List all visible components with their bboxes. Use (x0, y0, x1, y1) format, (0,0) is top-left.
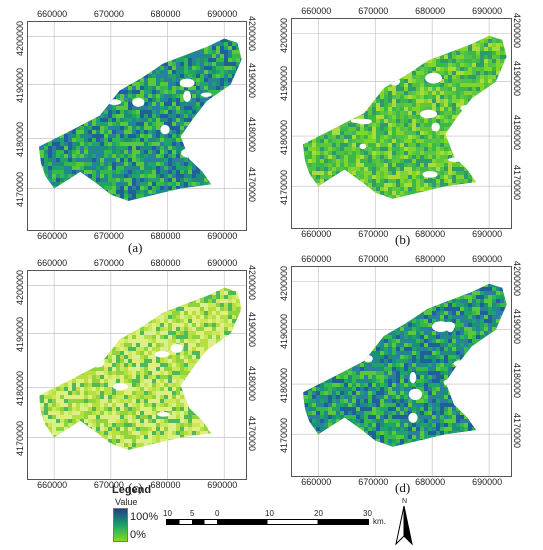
y-tick-label: 4170000 (247, 416, 257, 452)
x-tick-label: 660000 (301, 229, 332, 239)
y-tick-label: 4180000 (247, 366, 257, 402)
x-tick-label: 690000 (472, 477, 503, 487)
raster-cells (38, 287, 242, 450)
y-tick-label: 4190000 (279, 313, 289, 349)
y-tick-label: 4190000 (247, 312, 257, 348)
x-tick-label: 670000 (358, 6, 389, 16)
legend-high-label: 100% (130, 511, 159, 523)
x-tick-label: 690000 (472, 229, 503, 239)
scale-bar-graphic (166, 519, 369, 525)
study-area-map (28, 271, 246, 479)
map-frame (291, 18, 512, 229)
panel-label: (a) (128, 240, 143, 255)
y-tick-label: 4190000 (279, 65, 289, 101)
x-tick-label: 680000 (150, 480, 181, 490)
panel-label: (c) (128, 480, 143, 495)
y-tick-label: 4200000 (247, 15, 257, 51)
legend-color-ramp (113, 508, 128, 542)
scale-label: 0 (215, 509, 220, 518)
x-tick-label: 660000 (37, 480, 68, 490)
x-tick-label: 690000 (472, 6, 503, 16)
y-tick-label: 4190000 (15, 317, 25, 353)
x-tick-label: 670000 (93, 231, 124, 241)
map-frame (27, 270, 247, 480)
y-tick-label: 4170000 (512, 165, 522, 201)
x-tick-label: 690000 (207, 231, 238, 241)
map-frame (291, 266, 512, 477)
x-tick-label: 680000 (150, 258, 181, 268)
x-tick-label: 660000 (37, 258, 68, 268)
y-tick-label: 4190000 (15, 68, 25, 104)
y-tick-label: 4190000 (512, 308, 522, 344)
y-tick-label: 4200000 (247, 264, 257, 300)
y-tick-label: 4200000 (512, 260, 522, 296)
raster-cells (303, 283, 507, 447)
x-tick-label: 690000 (207, 9, 238, 19)
x-tick-label: 680000 (415, 477, 446, 487)
x-tick-label: 660000 (37, 231, 68, 241)
x-tick-label: 670000 (358, 477, 389, 487)
x-tick-label: 660000 (301, 477, 332, 487)
north-arrow-icon (395, 505, 413, 545)
x-tick-label: 660000 (301, 6, 332, 16)
y-tick-label: 4200000 (15, 269, 25, 305)
x-tick-label: 690000 (207, 480, 238, 490)
legend-low-label: 0% (130, 529, 146, 541)
legend-subtitle: Value (115, 497, 138, 507)
y-tick-label: 4180000 (512, 115, 522, 151)
y-tick-label: 4170000 (279, 170, 289, 206)
y-tick-label: 4180000 (15, 122, 25, 158)
y-tick-label: 4180000 (15, 371, 25, 407)
study-area-map (292, 267, 511, 476)
y-tick-label: 4180000 (247, 117, 257, 153)
y-tick-label: 4180000 (279, 119, 289, 156)
y-tick-label: 4170000 (512, 413, 522, 449)
y-tick-label: 4200000 (15, 20, 25, 56)
raster-cells (303, 35, 507, 199)
x-tick-label: 680000 (150, 231, 181, 241)
scale-label: 10 (163, 509, 172, 518)
y-tick-label: 4170000 (247, 167, 257, 203)
scale-label: 5 (190, 509, 195, 518)
x-tick-label: 670000 (93, 480, 124, 490)
x-tick-label: 680000 (415, 229, 446, 239)
map-frame (27, 21, 247, 231)
panel-label: (b) (395, 232, 411, 247)
y-tick-label: 4200000 (279, 265, 289, 301)
x-tick-label: 690000 (207, 258, 238, 268)
x-tick-label: 670000 (93, 258, 124, 268)
y-tick-label: 4190000 (247, 63, 257, 99)
study-area-map (292, 19, 511, 228)
x-tick-label: 660000 (301, 254, 332, 264)
x-tick-label: 680000 (415, 6, 446, 16)
scale-label: 10 (265, 509, 274, 518)
x-tick-label: 680000 (150, 9, 181, 19)
y-tick-label: 4180000 (279, 367, 289, 404)
x-tick-label: 670000 (358, 254, 389, 264)
study-area-map (28, 22, 246, 230)
x-tick-label: 670000 (93, 9, 124, 19)
y-tick-label: 4170000 (15, 421, 25, 457)
x-tick-label: 680000 (415, 254, 446, 264)
x-tick-label: 670000 (358, 229, 389, 239)
raster-cells (38, 38, 242, 201)
scale-unit: km. (373, 517, 386, 526)
scale-label: 30 (363, 509, 372, 518)
north-label: N (402, 498, 408, 505)
legend-title: Legend (112, 484, 152, 496)
y-tick-label: 4180000 (512, 363, 522, 399)
y-tick-label: 4200000 (279, 17, 289, 53)
x-tick-label: 660000 (37, 9, 68, 19)
scale-label: 20 (314, 509, 323, 518)
y-tick-label: 4170000 (279, 418, 289, 454)
panel-label: (d) (395, 480, 411, 495)
y-tick-label: 4200000 (512, 12, 522, 48)
x-tick-label: 690000 (472, 254, 503, 264)
y-tick-label: 4190000 (512, 60, 522, 96)
y-tick-label: 4170000 (15, 172, 25, 208)
